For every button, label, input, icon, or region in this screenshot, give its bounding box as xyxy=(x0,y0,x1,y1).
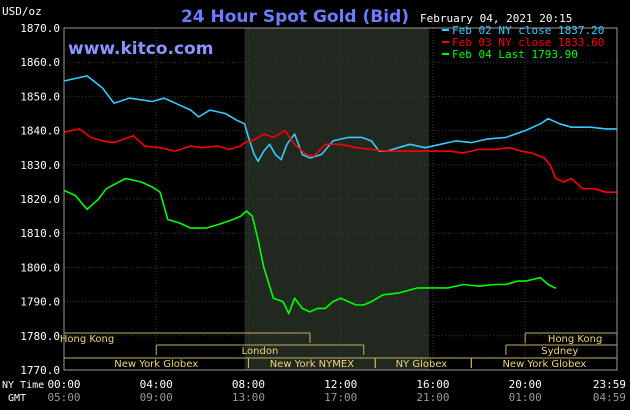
x-tick-label-ny: 23:59 xyxy=(593,378,626,391)
date-stamp: February 04, 2021 20:15 xyxy=(420,12,572,25)
session-label: London xyxy=(242,346,279,357)
y-tick-label: 1860.0 xyxy=(20,56,60,69)
series-line-3 xyxy=(63,177,557,315)
session-label: Hong Kong xyxy=(60,334,114,345)
y-tick-label: 1790.0 xyxy=(20,296,60,309)
x-tick-label-gmt: 09:00 xyxy=(140,391,173,404)
y-tick-label: 1810.0 xyxy=(20,227,60,240)
session-label: New York Globex xyxy=(502,359,586,370)
x-tick-label-ny: 04:00 xyxy=(140,378,173,391)
y-tick-label: 1850.0 xyxy=(20,90,60,103)
row-label-ny-time: NY Time xyxy=(2,380,44,391)
legend-entry: Feb 02 NY close 1837.20 xyxy=(452,24,604,37)
y-tick-label: 1870.0 xyxy=(20,22,60,35)
x-tick-label-ny: 12:00 xyxy=(324,378,357,391)
plot-frame xyxy=(63,27,618,371)
legend-entry: Feb 04 Last 1793.90 xyxy=(452,48,578,61)
y-tick-label: 1840.0 xyxy=(20,125,60,138)
y-tick-label: 1780.0 xyxy=(20,330,60,343)
y-unit-label: USD/oz xyxy=(2,5,42,18)
series-line-2 xyxy=(63,128,617,193)
legend-entry: Feb 03 NY close 1833.60 xyxy=(452,36,604,49)
x-tick-label-gmt: 17:00 xyxy=(324,391,357,404)
series-line-1 xyxy=(63,75,617,163)
brand-url: www.kitco.com xyxy=(68,39,213,59)
chart-title: 24 Hour Spot Gold (Bid) xyxy=(181,7,409,27)
session-label: Hong Kong xyxy=(548,334,602,345)
x-tick-label-ny: 16:00 xyxy=(416,378,449,391)
y-tick-label: 1820.0 xyxy=(20,193,60,206)
y-tick-label: 1800.0 xyxy=(20,261,60,274)
session-label: New York NYMEX xyxy=(270,359,355,370)
x-tick-label-ny: 08:00 xyxy=(232,378,265,391)
x-tick-label-gmt: 13:00 xyxy=(232,391,265,404)
nymex-session-band xyxy=(244,28,430,370)
session-label: New York Globex xyxy=(114,359,198,370)
x-tick-label-gmt: 21:00 xyxy=(416,391,449,404)
row-label-gmt: GMT xyxy=(8,393,26,404)
session-label: Sydney xyxy=(541,346,578,357)
x-tick-label-gmt: 04:59 xyxy=(593,391,626,404)
y-tick-label: 1830.0 xyxy=(20,159,60,172)
x-tick-label-ny: 00:00 xyxy=(47,378,80,391)
session-label: NY Globex xyxy=(396,359,448,370)
y-tick-label: 1770.0 xyxy=(20,364,60,377)
x-tick-label-gmt: 01:00 xyxy=(509,391,542,404)
x-tick-label-ny: 20:00 xyxy=(509,378,542,391)
x-tick-label-gmt: 05:00 xyxy=(47,391,80,404)
